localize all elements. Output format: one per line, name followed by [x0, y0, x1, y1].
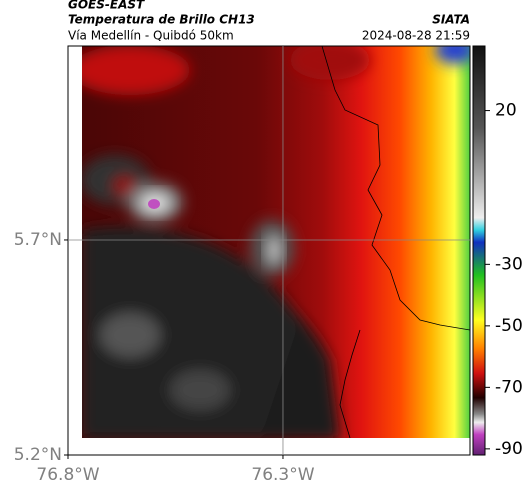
x-tick-label: 76.3°W — [251, 465, 314, 485]
colorbar-tick-label: -70 — [495, 377, 523, 397]
map-frame — [67, 45, 471, 456]
source: SIATA — [432, 13, 470, 27]
colorbar-tick-label: -30 — [495, 254, 523, 274]
colorbar-tick-label: 20 — [495, 101, 517, 121]
timestamp: 2024-08-28 21:59 — [362, 29, 470, 43]
y-tick-label: 5.7°N — [14, 230, 62, 250]
subtitle: Temperatura de Brillo CH13 — [68, 13, 255, 27]
title: GOES-EAST — [68, 0, 145, 12]
colorbar-tick-label: -50 — [495, 316, 523, 336]
x-tick-label: 76.8°W — [36, 465, 99, 485]
region: Vía Medellín - Quibdó 50km — [68, 29, 234, 43]
satellite-image — [82, 46, 470, 438]
colorbar — [472, 45, 486, 456]
y-tick-label: 5.2°N — [14, 445, 62, 465]
colorbar-tick-label: -90 — [495, 439, 523, 459]
